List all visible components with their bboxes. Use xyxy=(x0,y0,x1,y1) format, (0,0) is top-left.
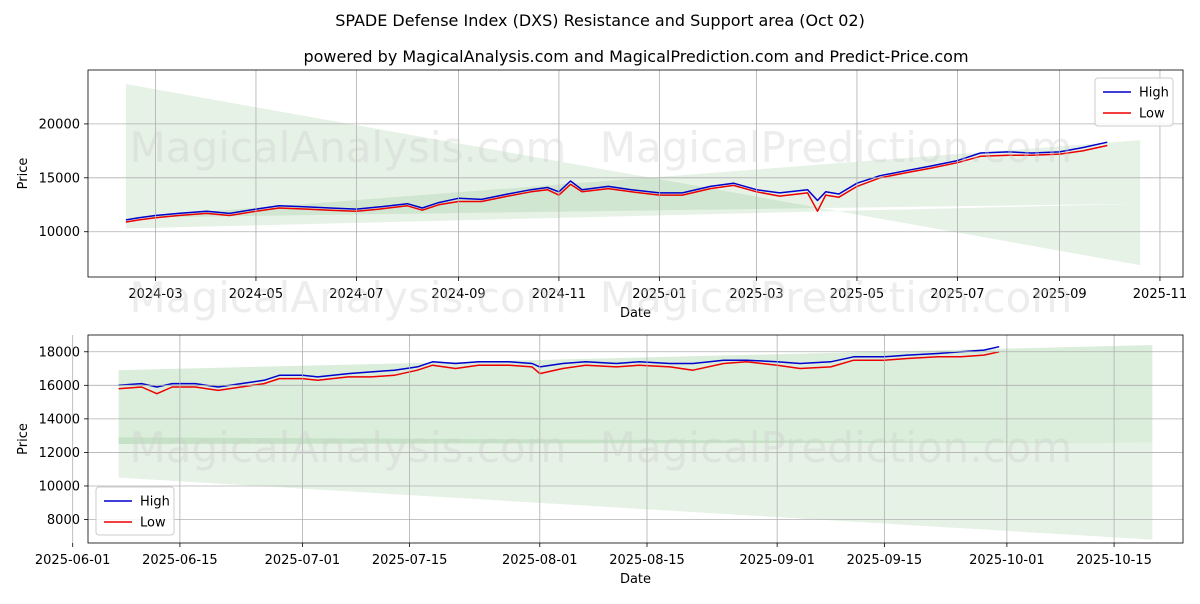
y-tick-label: 15000 xyxy=(39,171,80,186)
series-line-low-1 xyxy=(125,144,1108,223)
legend-label-high: High xyxy=(140,495,170,510)
x-tick-label: 2025-09-15 xyxy=(847,553,923,568)
x-tick-label: 2024-05 xyxy=(229,287,283,302)
plot-frame xyxy=(87,69,1184,278)
x-tick-label: 2025-10-01 xyxy=(969,553,1045,568)
legend-label-low: Low xyxy=(1139,107,1165,122)
legend: High Low xyxy=(95,486,175,536)
y-tick-label: 20000 xyxy=(39,117,80,132)
x-tick-label: 2025-07 xyxy=(930,287,984,302)
chart-panel-2: 2025-06-01 2025-06-15 2025-07-01 2025-07-15… xyxy=(16,334,1184,587)
plot-frame xyxy=(87,334,1184,544)
chart-panel-1: 2024-03 2024-05 2024-07 2024-09 2024-11 2025-… xyxy=(16,69,1187,321)
legend-box xyxy=(1094,77,1174,127)
y-tick-label: 14000 xyxy=(39,412,80,427)
band-narrow-band-2 xyxy=(118,345,1153,445)
x-tick-label: 2024-07 xyxy=(329,287,383,302)
y-axis-label: Price xyxy=(16,423,31,455)
legend-label-high: High xyxy=(1139,86,1169,101)
y-tick-label: 12000 xyxy=(39,446,80,461)
y-tick-label: 16000 xyxy=(39,379,80,394)
legend-box xyxy=(95,486,175,536)
x-tick-label: 2025-06-01 xyxy=(35,553,111,568)
y-tick-label: 18000 xyxy=(39,345,80,360)
x-tick-label: 2024-09 xyxy=(431,287,485,302)
x-tick-label: 2025-10-15 xyxy=(1076,553,1152,568)
x-tick-label: 2025-01 xyxy=(632,287,686,302)
x-tick-label: 2024-03 xyxy=(128,287,182,302)
series-line-high-1 xyxy=(125,141,1108,221)
x-axis-label: Date xyxy=(620,572,651,587)
legend: High Low xyxy=(1094,77,1174,127)
x-tick-label: 2025-08-01 xyxy=(502,553,578,568)
x-tick-label: 2025-08-15 xyxy=(609,553,685,568)
x-tick-label: 2025-09 xyxy=(1032,287,1086,302)
series-line-low-2 xyxy=(118,351,1000,395)
legend-label-low: Low xyxy=(140,516,166,531)
x-tick-label: 2025-06-15 xyxy=(142,553,218,568)
x-tick-label: 2024-11 xyxy=(532,287,586,302)
y-tick-label: 8000 xyxy=(47,513,80,528)
y-tick-label: 10000 xyxy=(39,225,80,240)
band-wide-band-2 xyxy=(118,437,1153,540)
x-tick-label: 2025-03 xyxy=(729,287,783,302)
y-tick-label: 10000 xyxy=(39,479,80,494)
chart-subtitle: powered by MagicalAnalysis.com and Magic… xyxy=(303,47,968,66)
x-tick-label: 2025-11 xyxy=(1133,287,1187,302)
x-tick-label: 2025-07-15 xyxy=(372,553,448,568)
x-tick-label: 2025-09-01 xyxy=(739,553,815,568)
band-narrow-band-1 xyxy=(125,140,1141,218)
series-line-high-2 xyxy=(118,345,1000,388)
band-wide-band-1 xyxy=(125,84,1141,266)
x-axis-label: Date xyxy=(620,306,651,321)
x-tick-label: 2025-05 xyxy=(830,287,884,302)
y-axis-label: Price xyxy=(16,158,31,190)
x-tick-label: 2025-07-01 xyxy=(265,553,341,568)
chart-title: SPADE Defense Index (DXS) Resistance and… xyxy=(335,11,865,30)
